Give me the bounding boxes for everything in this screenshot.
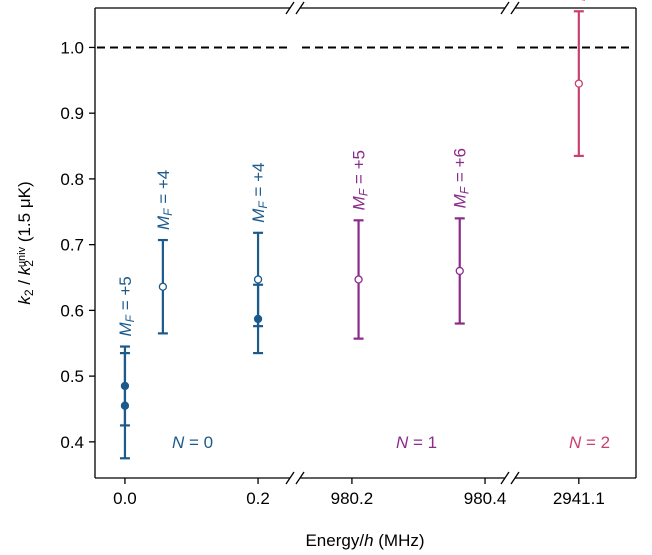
group-label: N = 2 [569,433,610,452]
point-label: MF = +5 [116,276,137,336]
x-tick-label: 2941.1 [553,489,605,508]
x-tick-label: 0.0 [113,489,137,508]
text-part: = 1 [408,433,437,452]
point [120,401,130,410]
axis-break [500,471,510,485]
point [354,275,363,284]
text-part: M [451,193,470,208]
y-axis-label: k2 / k2univ (1.5 μK) [15,181,36,304]
y-tick-label: 0.6 [60,301,84,320]
point-label: MF = +6 [451,148,472,208]
text-part: M [570,0,589,1]
text-part: 2 [22,260,36,267]
text-part: F [256,201,270,209]
text-part: = +4 [154,170,173,209]
y-tick-label: 0.5 [60,367,84,386]
text-part: = +5 [116,276,135,315]
text-part: = +4 [249,163,268,202]
text-part: M [249,208,268,223]
point [574,79,583,88]
group-label: N = 1 [396,433,437,452]
y-tick-label: 1.0 [60,38,84,57]
y-tick-label: 0.9 [60,104,84,123]
point [253,314,263,324]
text-part: 2 [22,289,36,296]
axis-break [295,471,305,485]
point [455,266,464,276]
text-part: F [357,188,371,196]
text-part: h [364,531,373,550]
text-part: k [15,295,34,305]
text-part: k [15,265,34,275]
point-label: MF = +4 [249,163,270,223]
point [253,275,263,284]
x-tick-label: 980.2 [331,489,374,508]
text-part: = +6 [451,148,470,187]
y-tick-label: 0.4 [60,433,84,452]
text-part: = 2 [581,433,610,452]
text-part: = 0 [184,433,213,452]
text-part: Energy/ [305,531,364,550]
point-label: MF = +4 [154,170,175,230]
axis-break [500,1,510,15]
text-part: N [569,433,582,452]
y-tick-label: 0.8 [60,170,84,189]
axis-break [285,1,295,15]
text-part: M [116,322,135,337]
axis-break [510,471,520,485]
text-part: M [154,215,173,230]
axis-break [295,1,305,15]
text-part: M [350,195,369,210]
y-tick-label: 0.7 [60,236,84,255]
group-label: N = 0 [172,433,213,452]
x-tick-label: 980.4 [464,489,507,508]
text-part: / [15,275,34,289]
text-part: = +5 [350,150,369,189]
text-part: N [172,433,185,452]
text-part: (MHz) [374,531,425,550]
text-part: F [458,186,472,194]
text-part: N [396,433,409,452]
axis-break [285,471,295,485]
text-part: F [123,314,137,322]
point-label: MF = +5 [350,150,371,210]
point-label: MF = +7 [570,0,591,1]
axis-break [510,1,520,15]
text-part: F [161,208,175,216]
x-tick-label: 0.2 [246,489,270,508]
text-part: univ [16,246,28,267]
text-part: (1.5 μK) [15,181,34,247]
point [158,282,168,291]
x-axis-label: Energy/h (MHz) [305,531,424,550]
